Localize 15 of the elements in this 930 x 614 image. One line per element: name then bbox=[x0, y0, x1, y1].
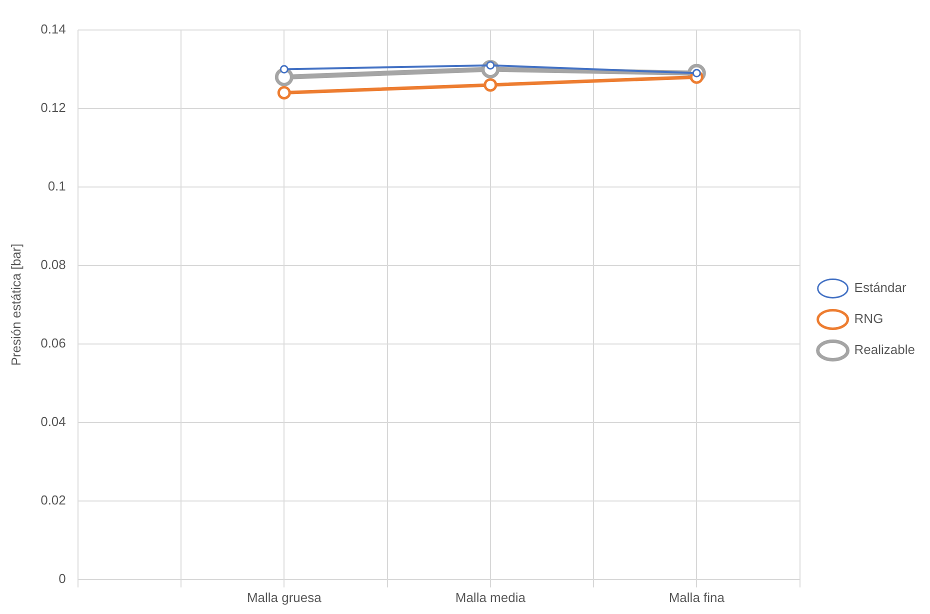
y-tick-label: 0.08 bbox=[40, 257, 66, 272]
x-tick-label: Malla gruesa bbox=[246, 590, 322, 605]
y-tick-label: 0.02 bbox=[40, 492, 66, 508]
y-tick-label: 0.04 bbox=[40, 414, 66, 430]
y-tick-label: 0.1 bbox=[48, 178, 66, 194]
legend-label: Realizable bbox=[854, 342, 915, 358]
y-tick-label: 0.12 bbox=[40, 100, 66, 116]
y-tick-label: 0 bbox=[58, 570, 66, 586]
legend-label: RNG bbox=[854, 311, 884, 326]
y-axis-title: Presión estática [bar] bbox=[8, 244, 24, 366]
y-tick-label: 0.06 bbox=[40, 336, 66, 351]
x-tick-label: Malla fina bbox=[668, 590, 726, 605]
legend-label: Estándar bbox=[854, 280, 907, 296]
x-tick-label: Malla media bbox=[455, 590, 526, 605]
y-tick-label: 0.14 bbox=[40, 22, 66, 37]
